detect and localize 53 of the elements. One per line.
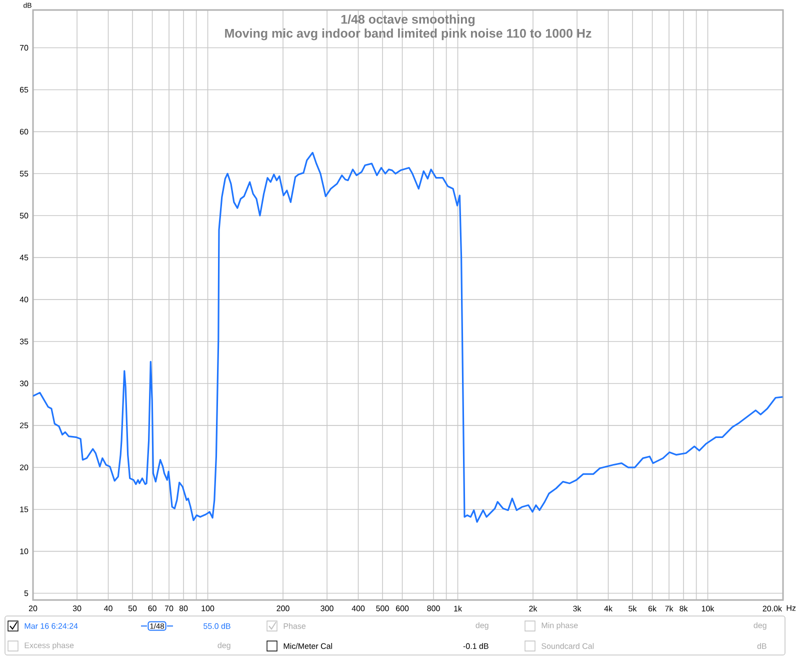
x-tick-label: 20 — [28, 606, 38, 612]
x-tick-label: 60 — [148, 606, 156, 612]
x-tick-label: 8k — [680, 606, 688, 612]
y-tick-label: 25 — [20, 422, 28, 428]
y-tick-label: 30 — [20, 380, 28, 386]
y-tick-label: 10 — [20, 548, 28, 554]
text: Min phase — [542, 622, 578, 630]
text: dB — [757, 643, 766, 649]
y-tick-label: 65 — [20, 86, 28, 93]
x-tick-label: 2k — [529, 606, 538, 612]
text: deg — [754, 622, 766, 630]
text: deg — [476, 622, 488, 630]
y-tick-label: 55 — [20, 170, 28, 176]
y-tick-label: 15 — [20, 506, 28, 512]
x-tick-label: 600 — [396, 606, 409, 612]
x-tick-label: 50 — [128, 606, 137, 612]
x-tick-label: 800 — [427, 606, 440, 612]
x-tick-label: 200 — [276, 606, 290, 612]
x-tick-label: 80 — [179, 606, 188, 612]
text: -0.1 dB — [463, 643, 488, 649]
text: Moving mic avg indoor band limited pink noise 110 to 1000 Hz — [225, 28, 592, 40]
y-tick-label: 35 — [20, 338, 28, 344]
x-tick-label: 1k — [454, 606, 462, 612]
x-tick-label: 20.0k — [762, 606, 782, 612]
x-tick-label: 100 — [202, 606, 214, 612]
x-tick-label: 30 — [72, 606, 82, 612]
y-tick-label: 20 — [20, 464, 28, 470]
x-tick-label: 500 — [376, 606, 389, 612]
x-tick-label: 4k — [604, 606, 613, 612]
text: deg — [218, 642, 230, 650]
x-tick-label: 40 — [104, 606, 112, 612]
x-tick-label: 3k — [573, 606, 582, 612]
x-tick-label: 70 — [164, 606, 174, 612]
text: Phase — [284, 623, 306, 629]
chart-title: 1/48 octave smoothing — [341, 14, 475, 26]
x-tick-label: 400 — [352, 606, 365, 612]
x-tick-label: 6k — [648, 606, 657, 612]
x-tick-label: 5k — [628, 606, 637, 612]
y-tick-label: 45 — [20, 254, 28, 260]
x-tick-label: 7k — [665, 606, 674, 612]
y-tick-label: 5 — [24, 590, 28, 596]
text: 55.0 dB — [204, 623, 230, 629]
y-tick-label: 50 — [20, 212, 28, 218]
y-tick-label: 60 — [20, 128, 28, 135]
x-axis-title: Hz — [786, 605, 796, 611]
y-tick-label: 70 — [20, 44, 28, 51]
text: Mar 16 6:24:24 — [24, 623, 78, 629]
x-tick-label: 300 — [320, 606, 334, 612]
text: Mic/Meter Cal — [284, 643, 332, 649]
y-tick-label: 40 — [20, 296, 28, 302]
text: Soundcard Cal — [542, 643, 594, 649]
text: Excess phase — [24, 642, 74, 650]
x-tick-label: 10k — [702, 606, 714, 612]
